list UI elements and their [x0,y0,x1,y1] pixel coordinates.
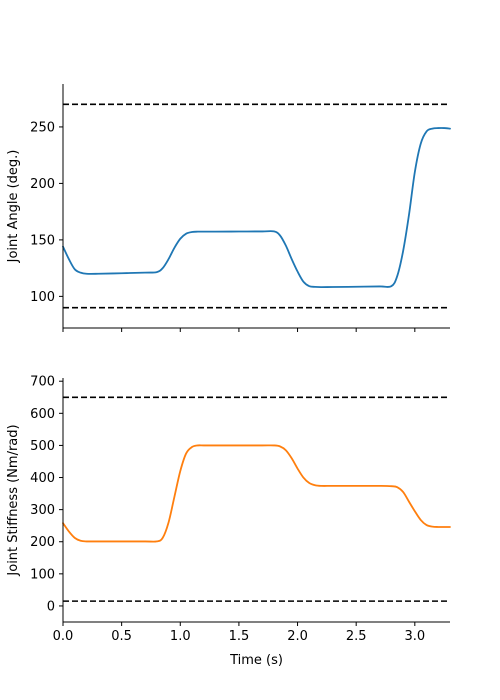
joint-stiffness-x-tick-label: 1.0 [170,629,191,644]
joint-angle-y-axis-label: Joint Angle (deg.) [6,150,21,264]
joint-angle-panel: 100 150 200 250 Joint Angle (deg.) [6,84,451,332]
joint-stiffness-panel: 0 100 200 300 400 500 600 700 0.0 0.5 1.0 1.5 2.0 2.5… [6,375,451,668]
joint-stiffness-y-tick-label: 400 [30,471,55,486]
joint-stiffness-y-tick-label: 700 [30,375,55,390]
joint-stiffness-x-tick-label: 3.0 [404,629,425,644]
joint-stiffness-y-tick-label: 0 [47,599,55,614]
joint-angle-y-tick-label: 150 [30,233,55,248]
joint-stiffness-x-tick-label: 1.5 [229,629,250,644]
joint-stiffness-series-line-0 [62,444,451,543]
joint-stiffness-x-tick-label: 0.0 [53,629,74,644]
joint-angle-y-tick-label: 200 [30,177,55,192]
joint-angle-y-tick-label: 100 [30,290,55,305]
joint-stiffness-x-tick-label: 2.0 [287,629,308,644]
joint-stiffness-y-tick-label: 300 [30,503,55,518]
joint-stiffness-y-tick-label: 100 [30,567,55,582]
joint-stiffness-y-tick-label: 200 [30,535,55,550]
time-x-axis-label: Time (s) [229,653,283,668]
joint-stiffness-x-tick-label: 0.5 [111,629,132,644]
joint-stiffness-x-tick-label: 2.5 [346,629,367,644]
joint-stiffness-y-axis-label: Joint Stiffness (Nm/rad) [6,424,21,576]
joint-angle-y-tick-label: 250 [30,120,55,135]
joint-stiffness-y-tick-label: 600 [30,407,55,422]
joint-stiffness-y-tick-label: 500 [30,439,55,454]
joint-angle-series-line-0 [62,127,451,289]
